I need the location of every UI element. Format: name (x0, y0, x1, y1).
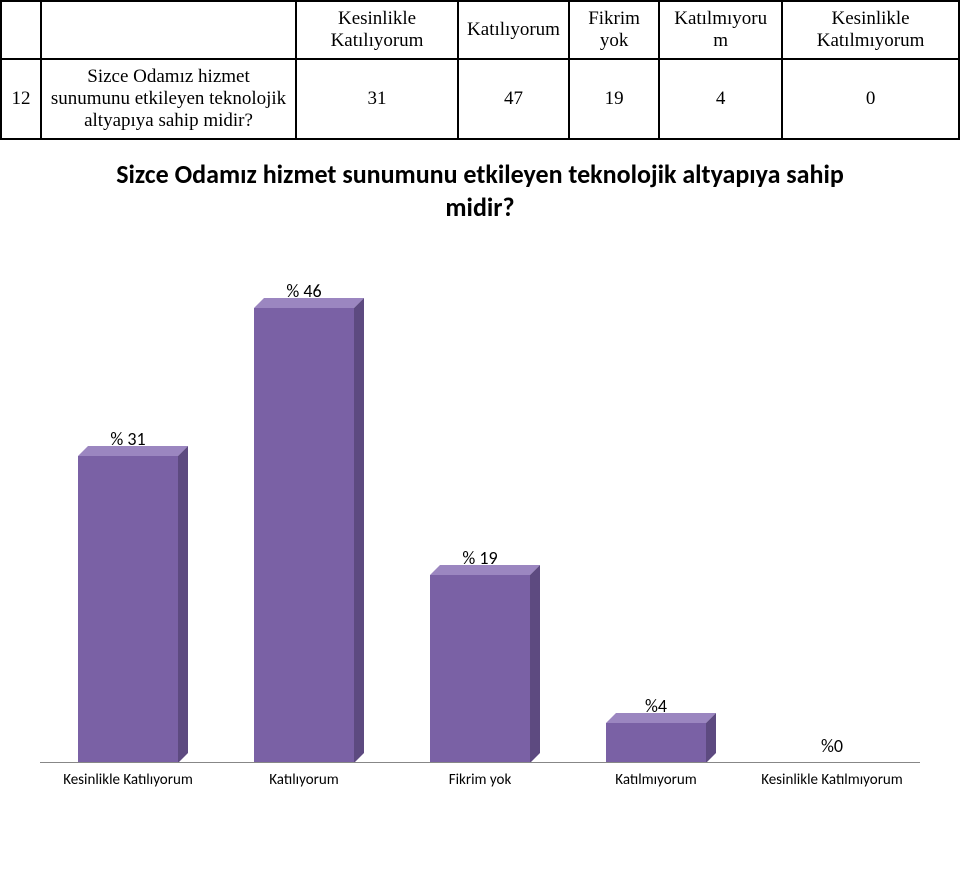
table-header-3: Fikrim yok (569, 1, 659, 59)
table-header-2: Katılıyorum (458, 1, 569, 59)
x-axis-line (40, 762, 920, 763)
x-axis-label: Katılmıyorum (568, 765, 744, 793)
cell-4: 4 (659, 59, 782, 139)
table-header-1: Kesinlikle Katılıyorum (296, 1, 458, 59)
x-axis-labels: Kesinlikle KatılıyorumKatılıyorumFikrim … (40, 765, 920, 793)
bar-front-face (78, 456, 178, 763)
table-row: 12 Sizce Odamız hizmet sunumunu etkileye… (1, 59, 959, 139)
chart-area: % 31% 46% 19%4%0 Kesinlikle KatılıyorumK… (40, 233, 920, 793)
row-number: 12 (1, 59, 41, 139)
bar-row: % 31% 46% 19%4 %0 (40, 238, 920, 763)
bar-slot: % 31 (40, 238, 216, 763)
bar-top-face (606, 713, 716, 723)
bar-value-label: %0 (821, 735, 843, 757)
cell-1: 31 (296, 59, 458, 139)
bar-side-face (354, 298, 364, 763)
bar-front-face (430, 575, 530, 763)
cell-2: 47 (458, 59, 569, 139)
table-header-4: Katılmıyoru m (659, 1, 782, 59)
bar-slot: % 19 (392, 238, 568, 763)
cell-5: 0 (782, 59, 959, 139)
survey-table: Kesinlikle Katılıyorum Katılıyorum Fikri… (0, 0, 960, 140)
bar (606, 723, 706, 763)
chart-title: Sizce Odamız hizmet sunumunu etkileyen t… (100, 158, 860, 223)
bar (78, 456, 178, 763)
table-header-5: Kesinlikle Katılmıyorum (782, 1, 959, 59)
bar-slot: %0 (744, 238, 920, 763)
bar-front-face (606, 723, 706, 763)
x-axis-label: Katılıyorum (216, 765, 392, 793)
table-header-blank-label (41, 1, 296, 59)
x-axis-label: Fikrim yok (392, 765, 568, 793)
bar-top-face (430, 565, 540, 575)
x-axis-label: Kesinlikle Katılıyorum (40, 765, 216, 793)
bar-slot: %4 (568, 238, 744, 763)
bar-side-face (706, 713, 716, 763)
x-axis-label: Kesinlikle Katılmıyorum (744, 765, 920, 793)
bar (430, 575, 530, 763)
page-container: Kesinlikle Katılıyorum Katılıyorum Fikri… (0, 0, 960, 823)
bar-side-face (178, 446, 188, 763)
table-header-blank-num (1, 1, 41, 59)
bar (254, 308, 354, 763)
bar-front-face (254, 308, 354, 763)
bar-slot: % 46 (216, 238, 392, 763)
bar-top-face (254, 298, 364, 308)
bar-top-face (78, 446, 188, 456)
chart-container: Sizce Odamız hizmet sunumunu etkileyen t… (20, 140, 940, 823)
bar-side-face (530, 565, 540, 763)
row-question: Sizce Odamız hizmet sunumunu etkileyen t… (41, 59, 296, 139)
cell-3: 19 (569, 59, 659, 139)
